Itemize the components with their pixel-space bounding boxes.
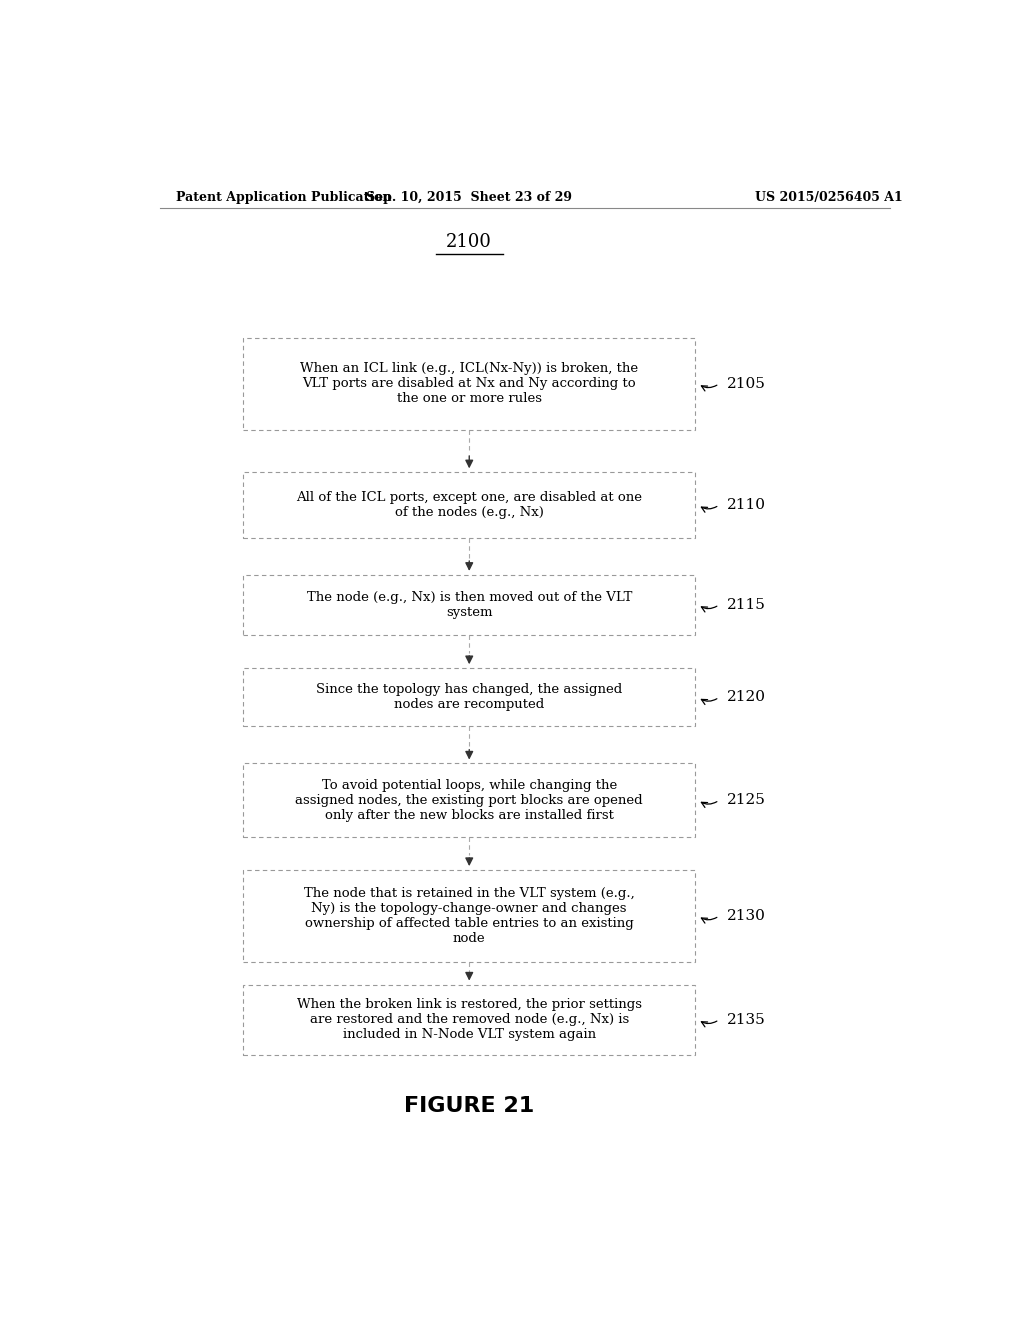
Bar (243, 985, 695, 1055)
Text: 2115: 2115 (727, 598, 766, 611)
Bar (243, 574, 695, 635)
Bar (243, 668, 695, 726)
Text: The node (e.g., Nx) is then moved out of the VLT
system: The node (e.g., Nx) is then moved out of… (306, 591, 632, 619)
Bar (243, 763, 695, 837)
Text: 2135: 2135 (727, 1012, 766, 1027)
Text: When an ICL link (e.g., ICL(Nx-Ny)) is broken, the
VLT ports are disabled at Nx : When an ICL link (e.g., ICL(Nx-Ny)) is b… (300, 362, 638, 405)
Text: Since the topology has changed, the assigned
nodes are recomputed: Since the topology has changed, the assi… (316, 684, 623, 711)
Text: 2130: 2130 (727, 909, 766, 923)
Bar (243, 338, 695, 429)
Text: Patent Application Publication: Patent Application Publication (176, 190, 391, 203)
Text: 2100: 2100 (446, 232, 493, 251)
Text: 2125: 2125 (727, 793, 766, 808)
Text: When the broken link is restored, the prior settings
are restored and the remove: When the broken link is restored, the pr… (297, 998, 642, 1041)
Text: All of the ICL ports, except one, are disabled at one
of the nodes (e.g., Nx): All of the ICL ports, except one, are di… (296, 491, 642, 519)
Text: 2105: 2105 (727, 376, 766, 391)
Text: US 2015/0256405 A1: US 2015/0256405 A1 (755, 190, 903, 203)
Text: Sep. 10, 2015  Sheet 23 of 29: Sep. 10, 2015 Sheet 23 of 29 (367, 190, 572, 203)
Text: 2120: 2120 (727, 690, 766, 705)
Bar (243, 870, 695, 962)
Text: To avoid potential loops, while changing the
assigned nodes, the existing port b: To avoid potential loops, while changing… (296, 779, 643, 822)
Bar (243, 473, 695, 537)
Text: FIGURE 21: FIGURE 21 (404, 1096, 535, 1115)
Text: 2110: 2110 (727, 498, 766, 512)
Text: The node that is retained in the VLT system (e.g.,
Ny) is the topology-change-ow: The node that is retained in the VLT sys… (304, 887, 635, 945)
